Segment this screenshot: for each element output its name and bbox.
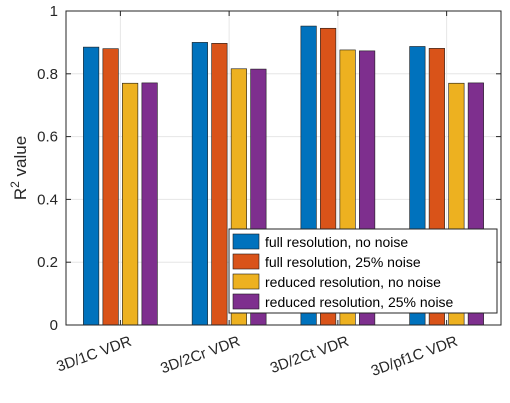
x-tick-label: 3D/2Ct VDR <box>268 333 352 377</box>
y-axis-label-rest: value <box>11 136 30 181</box>
legend-swatch <box>232 233 260 250</box>
y-axis-label-superscript: 2 <box>8 181 22 188</box>
legend-swatch <box>232 293 260 310</box>
legend-entry: full resolution, 25% noise <box>265 254 421 270</box>
legend: full resolution, no noise full resolution… <box>228 228 498 314</box>
bar-3-1 <box>122 82 139 326</box>
x-tick-label: 3D/1C VDR <box>54 333 134 376</box>
bar-1-1 <box>83 46 100 326</box>
y-axis-label: R2 value <box>8 136 30 200</box>
legend-swatch <box>232 273 260 290</box>
bar-1-2 <box>191 42 208 326</box>
y-tick-label: 0.4 <box>37 191 58 208</box>
bar-2-1 <box>102 48 119 326</box>
x-tick-label: 3D/2Cr VDR <box>158 333 242 378</box>
legend-box <box>228 228 498 314</box>
y-tick-label: 1 <box>50 3 58 20</box>
legend-swatch <box>232 253 260 270</box>
y-axis-ticks: 0 0.2 0.4 0.6 0.8 1 <box>37 3 501 334</box>
legend-entry: reduced resolution, no noise <box>265 274 441 290</box>
y-tick-label: 0.6 <box>37 129 58 146</box>
y-axis-label-base: R <box>11 188 30 200</box>
bar-2-2 <box>211 43 228 326</box>
x-tick-label: 3D/pf1C VDR <box>369 333 460 380</box>
y-tick-label: 0 <box>50 317 58 334</box>
y-tick-label: 0.2 <box>37 254 58 271</box>
legend-entry: reduced resolution, 25% noise <box>265 294 454 310</box>
bar-4-1 <box>141 82 158 326</box>
legend-entry: full resolution, no noise <box>265 234 408 250</box>
y-tick-label: 0.8 <box>37 66 58 83</box>
axes-box <box>65 10 502 326</box>
